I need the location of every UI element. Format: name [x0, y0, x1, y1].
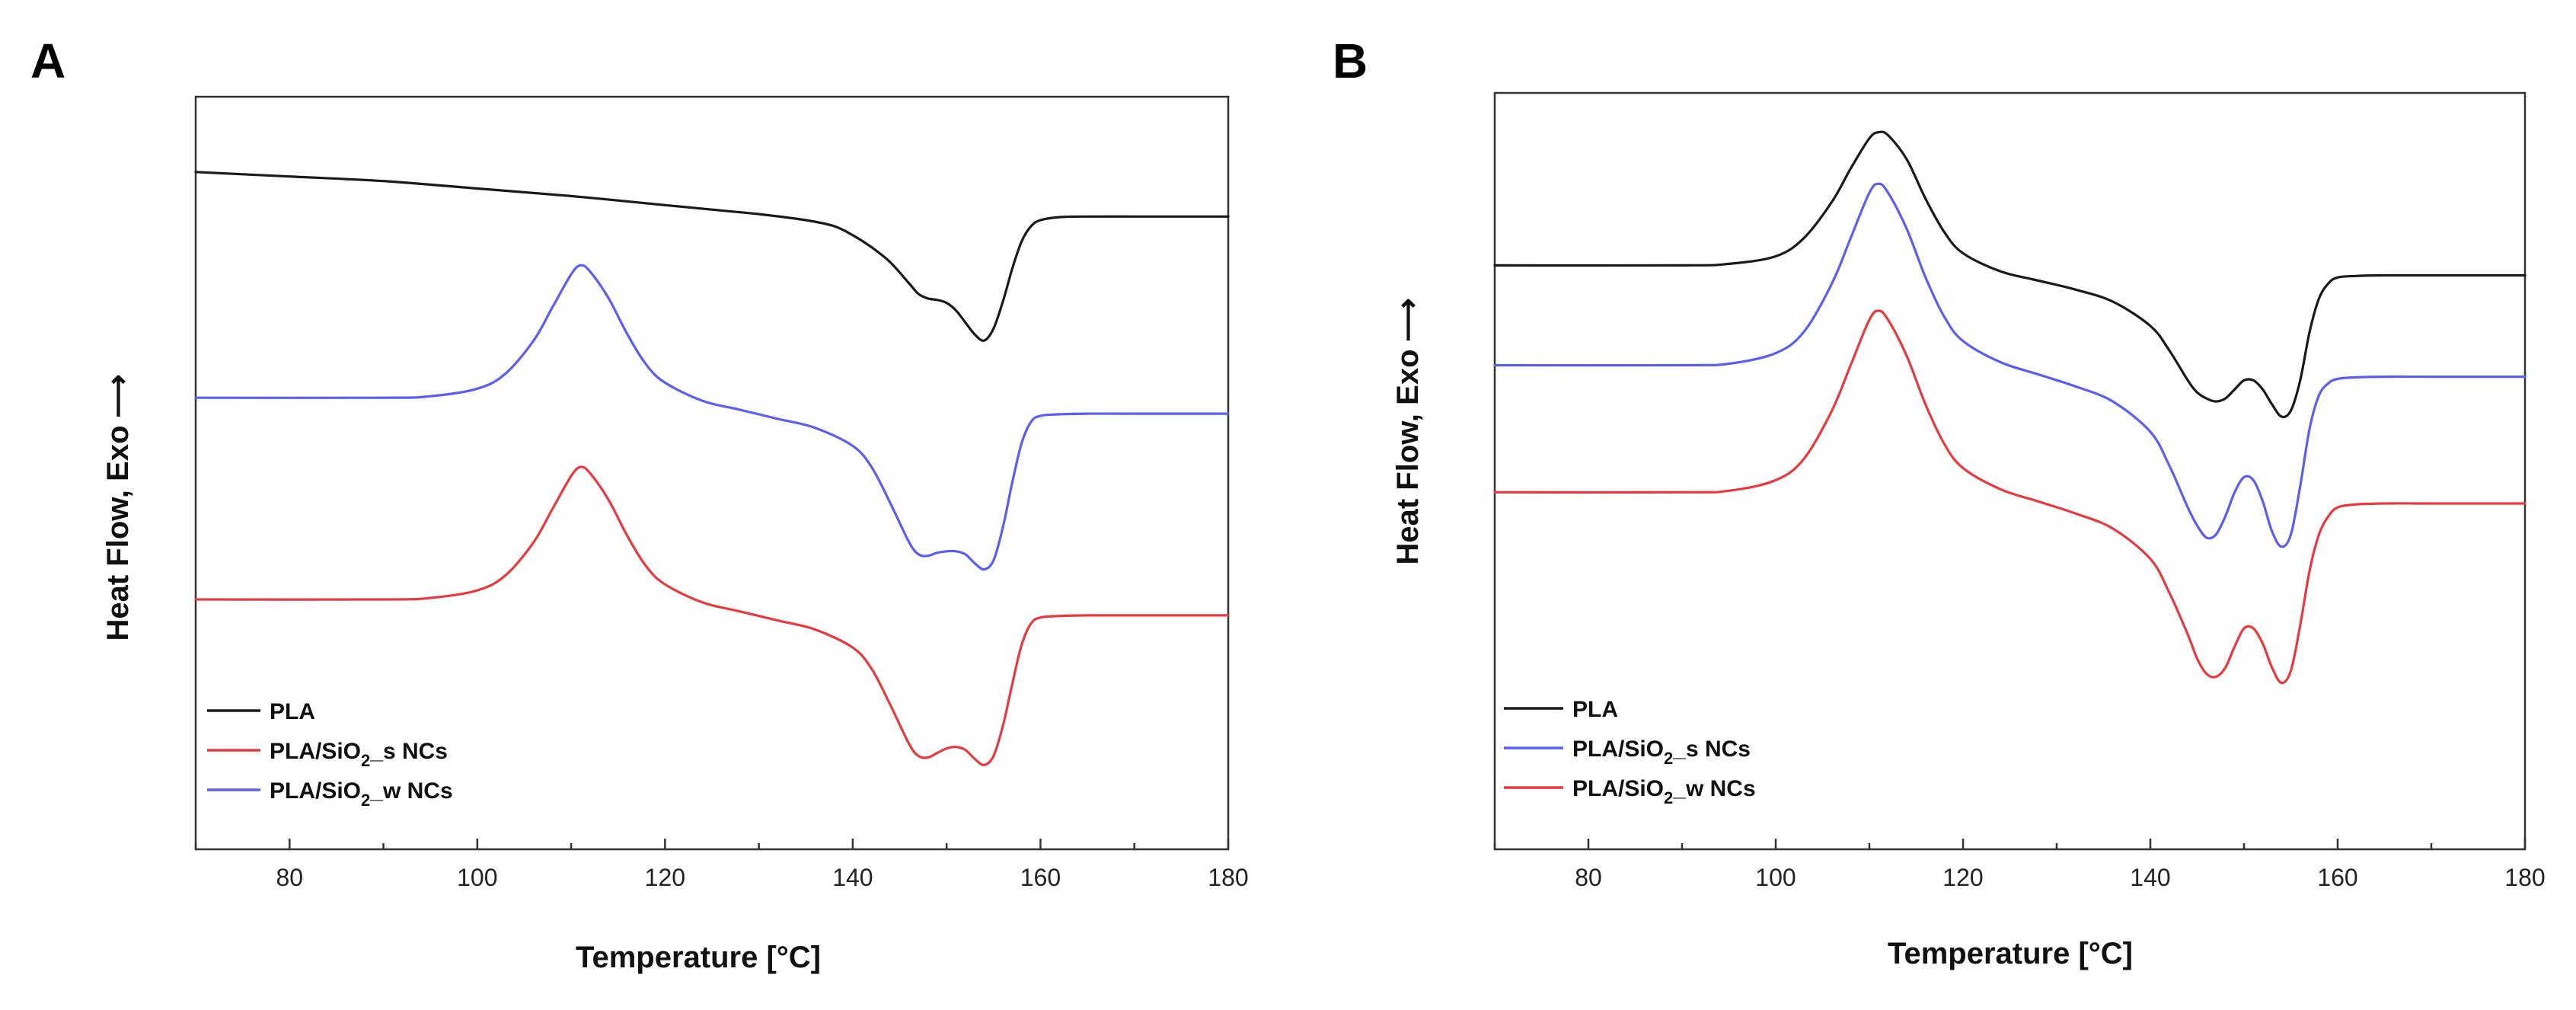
panel-b-x-tick-label: 160: [2317, 864, 2357, 891]
panel-a-x-tick-label: 140: [832, 864, 873, 891]
panel-a-x-axis-title: Temperature [°C]: [576, 941, 821, 974]
panel-a-series-line: [194, 264, 1230, 571]
panel-b-series-line: [1493, 309, 2527, 685]
panel-a-x-tick-label: 160: [1020, 864, 1061, 891]
panel-b-x-axis-title: Temperature [°C]: [1888, 937, 2133, 970]
panel-a-series: [194, 171, 1230, 766]
panel-b-legend-label: PLA: [1572, 697, 1618, 722]
panel-b-label: B: [1333, 34, 1368, 88]
panel-a-y-axis-title: Heat Flow, Exo: [101, 425, 135, 641]
panel-b-x-tick-label: 100: [1755, 864, 1796, 891]
panel-b-legend-label: PLA/SiO2_w NCs: [1572, 776, 1756, 807]
panel-a-legend-label: PLA/SiO2_w NCs: [270, 778, 453, 810]
panel-a-legend-label: PLA/SiO2_s NCs: [270, 739, 448, 770]
panel-a-plot-frame: [194, 95, 1230, 851]
panel-b: B Heat Flow, Exo ⟶ Temperature [°C] 80 10…: [1333, 34, 2546, 970]
panel-a-legend-label: PLA: [270, 699, 315, 724]
panel-a-x-tick-label: 100: [457, 864, 497, 891]
panel-b-series-line: [1493, 130, 2527, 419]
panel-a-y-axis-arrow: ⟶: [101, 374, 135, 417]
panel-b-ylabel-group: Heat Flow, Exo ⟶: [1391, 298, 1425, 564]
panel-a-x-tick-label: 180: [1208, 864, 1248, 891]
panel-b-x-ticks: 80 100 120 140 160 180: [1493, 839, 2546, 891]
panel-a-ylabel-group: Heat Flow, Exo ⟶: [101, 374, 135, 641]
panel-a-x-tick-label: 120: [645, 864, 685, 891]
panel-b-series: [1493, 130, 2527, 685]
panel-b-legend: PLA PLA/SiO2_s NCs PLA/SiO2_w NCs: [1504, 697, 1756, 807]
panel-b-series-line: [1493, 182, 2527, 548]
panel-b-x-tick-label: 120: [1942, 864, 1983, 891]
panel-a-x-tick-label: 80: [276, 864, 303, 891]
panel-b-x-tick-label: 80: [1575, 864, 1602, 891]
panel-b-y-axis-arrow: ⟶: [1391, 298, 1425, 341]
panel-b-legend-label: PLA/SiO2_s NCs: [1572, 737, 1751, 768]
panel-a: A Heat Flow, Exo ⟶ Temperature [°C] 80 10…: [30, 34, 1249, 974]
panel-a-series-line: [194, 171, 1230, 342]
panel-a-legend: PLA PLA/SiO2_s NCs PLA/SiO2_w NCs: [207, 699, 453, 810]
panel-b-plot-frame: [1493, 91, 2527, 851]
panel-b-x-tick-label: 180: [2504, 864, 2545, 891]
panel-b-y-axis-title: Heat Flow, Exo: [1391, 349, 1425, 564]
panel-b-x-tick-label: 140: [2130, 864, 2170, 891]
panel-a-label: A: [30, 34, 65, 88]
panel-a-x-ticks: 80 100 120 140 160 180: [194, 839, 1249, 891]
panel-a-series-line: [194, 465, 1230, 766]
